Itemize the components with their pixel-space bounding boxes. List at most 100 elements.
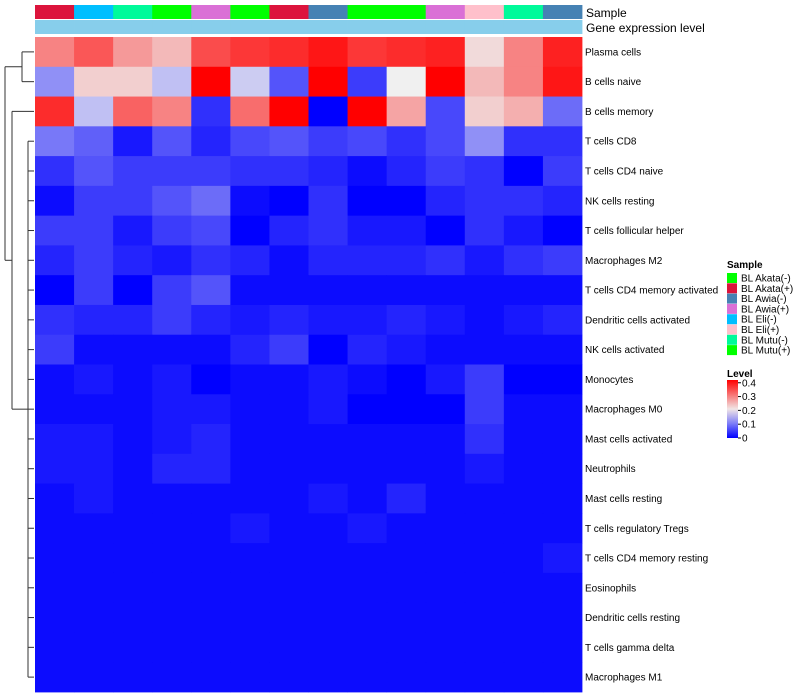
heatmap-cell	[347, 66, 388, 97]
heatmap-cell	[503, 602, 544, 633]
heatmap-cell	[35, 364, 75, 395]
heatmap-cell	[269, 453, 309, 484]
sample-annotation-cell	[74, 5, 114, 19]
sample-track-label: Sample	[586, 6, 627, 20]
level-legend-title: Level	[727, 369, 753, 380]
heatmap-cell	[347, 483, 388, 514]
row-label: T cells CD8	[585, 137, 637, 148]
heatmap-cell	[308, 453, 348, 484]
sample-legend-label: BL Mutu(-)	[741, 335, 788, 346]
heatmap-cell	[74, 66, 114, 97]
sample-legend-swatch	[727, 273, 737, 283]
sample-legend-label: BL Eli(-)	[741, 315, 777, 326]
heatmap-cell	[113, 245, 153, 276]
heatmap-cell	[503, 394, 544, 425]
row-labels: Plasma cells B cells naive B cells memory T…	[585, 47, 718, 683]
heatmap-cell	[152, 126, 192, 157]
heatmap-cell	[464, 543, 505, 574]
heatmap-cell	[425, 126, 466, 157]
heatmap-cell	[230, 215, 270, 246]
sample-legend-label: BL Akata(+)	[741, 284, 793, 295]
heatmap-cell	[113, 215, 153, 246]
heatmap-cell	[191, 632, 231, 663]
row-label: T cells gamma delta	[585, 643, 675, 654]
heatmap-cell	[191, 453, 231, 484]
heatmap-cell	[230, 543, 270, 574]
heatmap-cell	[35, 156, 75, 187]
heatmap-cell	[74, 394, 114, 425]
row-label: Neutrophils	[585, 464, 636, 475]
heatmap-cell	[152, 662, 192, 693]
heatmap-cell	[269, 96, 309, 127]
heatmap-cell	[542, 483, 583, 514]
heatmap-cell	[230, 334, 270, 365]
heatmap-cell	[503, 543, 544, 574]
heatmap-cell	[191, 483, 231, 514]
heatmap-cell	[113, 424, 153, 455]
heatmap-cell	[191, 156, 231, 187]
heatmap-cell	[503, 424, 544, 455]
heatmap-cell	[503, 632, 544, 663]
sample-legend-title: Sample	[727, 260, 763, 271]
heatmap-cell	[74, 304, 114, 336]
row-label: T cells regulatory Tregs	[585, 524, 689, 535]
sample-legend-label: BL Eli(+)	[741, 325, 779, 336]
heatmap-cell	[152, 632, 192, 663]
heatmap-cell	[74, 662, 114, 693]
heatmap-cell	[464, 66, 505, 97]
heatmap-cell	[35, 394, 75, 425]
heatmap-cell	[152, 66, 192, 97]
row-label: NK cells activated	[585, 345, 664, 356]
heatmap-cell	[308, 215, 348, 246]
heatmap-cell	[35, 334, 75, 365]
heatmap-cell	[230, 37, 270, 68]
heatmap-cell	[347, 334, 388, 365]
heatmap-cell	[347, 543, 388, 574]
heatmap-cell	[425, 66, 466, 97]
heatmap-cell	[269, 632, 309, 663]
heatmap-cell	[425, 394, 466, 425]
heatmap-cell	[503, 662, 544, 693]
heatmap-cell	[74, 602, 114, 633]
heatmap-cell	[191, 304, 231, 336]
sample-annotation-cell	[386, 5, 427, 19]
heatmap-cell	[74, 483, 114, 514]
row-label: B cells naive	[585, 77, 642, 88]
heatmap-cell	[386, 37, 427, 68]
level-colorbar	[727, 380, 738, 438]
heatmap-cell	[386, 334, 427, 365]
heatmap-cell	[152, 275, 192, 306]
heatmap-cell	[152, 364, 192, 395]
heatmap-cells	[35, 37, 583, 693]
heatmap-cell	[464, 126, 505, 157]
heatmap-cell	[152, 483, 192, 514]
heatmap-cell	[152, 513, 192, 544]
sample-legend-label: BL Awia(-)	[741, 294, 787, 305]
heatmap-cell	[542, 156, 583, 187]
sample-legend-label: BL Awia(+)	[741, 304, 789, 315]
heatmap-cell	[74, 543, 114, 574]
heatmap-cell	[542, 394, 583, 425]
heatmap-cell	[386, 156, 427, 187]
heatmap-cell	[152, 37, 192, 68]
heatmap-cell	[74, 215, 114, 246]
sample-legend-swatch	[727, 334, 737, 345]
heatmap-cell	[269, 185, 309, 217]
heatmap-cell	[269, 364, 309, 395]
heatmap-cell	[464, 483, 505, 514]
heatmap-cell	[347, 364, 388, 395]
row-label: B cells memory	[585, 107, 653, 118]
heatmap-cell	[503, 572, 544, 604]
heatmap-cell	[35, 126, 75, 157]
heatmap-cell	[425, 275, 466, 306]
heatmap-cell	[464, 632, 505, 663]
heatmap-cell	[113, 483, 153, 514]
heatmap-cell	[35, 602, 75, 633]
heatmap-cell	[308, 364, 348, 395]
heatmap-cell	[191, 662, 231, 693]
heatmap-cell	[347, 275, 388, 306]
heatmap-cell	[269, 66, 309, 97]
heatmap-cell	[35, 543, 75, 574]
heatmap-cell	[542, 304, 583, 336]
